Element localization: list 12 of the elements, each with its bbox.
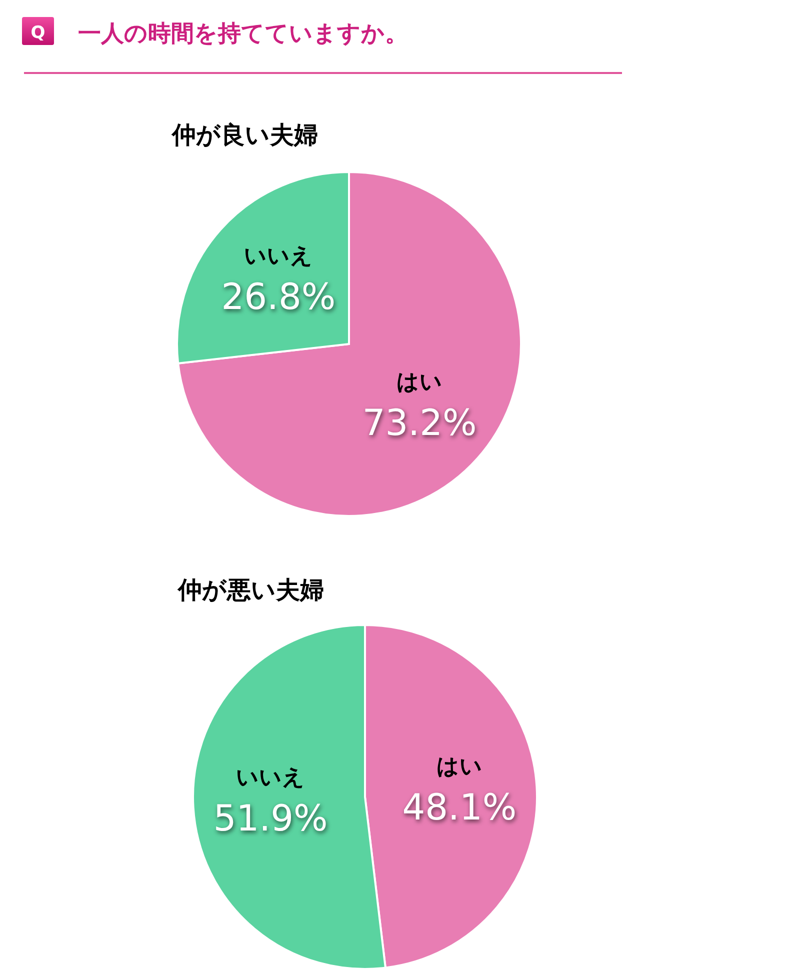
chart-title: 仲が悪い夫婦 [177, 576, 324, 604]
chart-title: 仲が良い夫婦 [171, 121, 318, 149]
text: 一人の時間を持てていますか。 [78, 21, 408, 47]
data-label: 48.1% [402, 787, 517, 828]
data-label: 51.9% [213, 798, 328, 840]
slice-label: いいえ [236, 766, 306, 791]
slice-label: いいえ [244, 244, 313, 269]
slice-label: はい [436, 754, 482, 780]
data-label: 73.2% [362, 403, 477, 444]
slice-label: はい [396, 370, 443, 396]
data-label: 26.8% [221, 276, 336, 318]
text: Q [30, 23, 46, 43]
